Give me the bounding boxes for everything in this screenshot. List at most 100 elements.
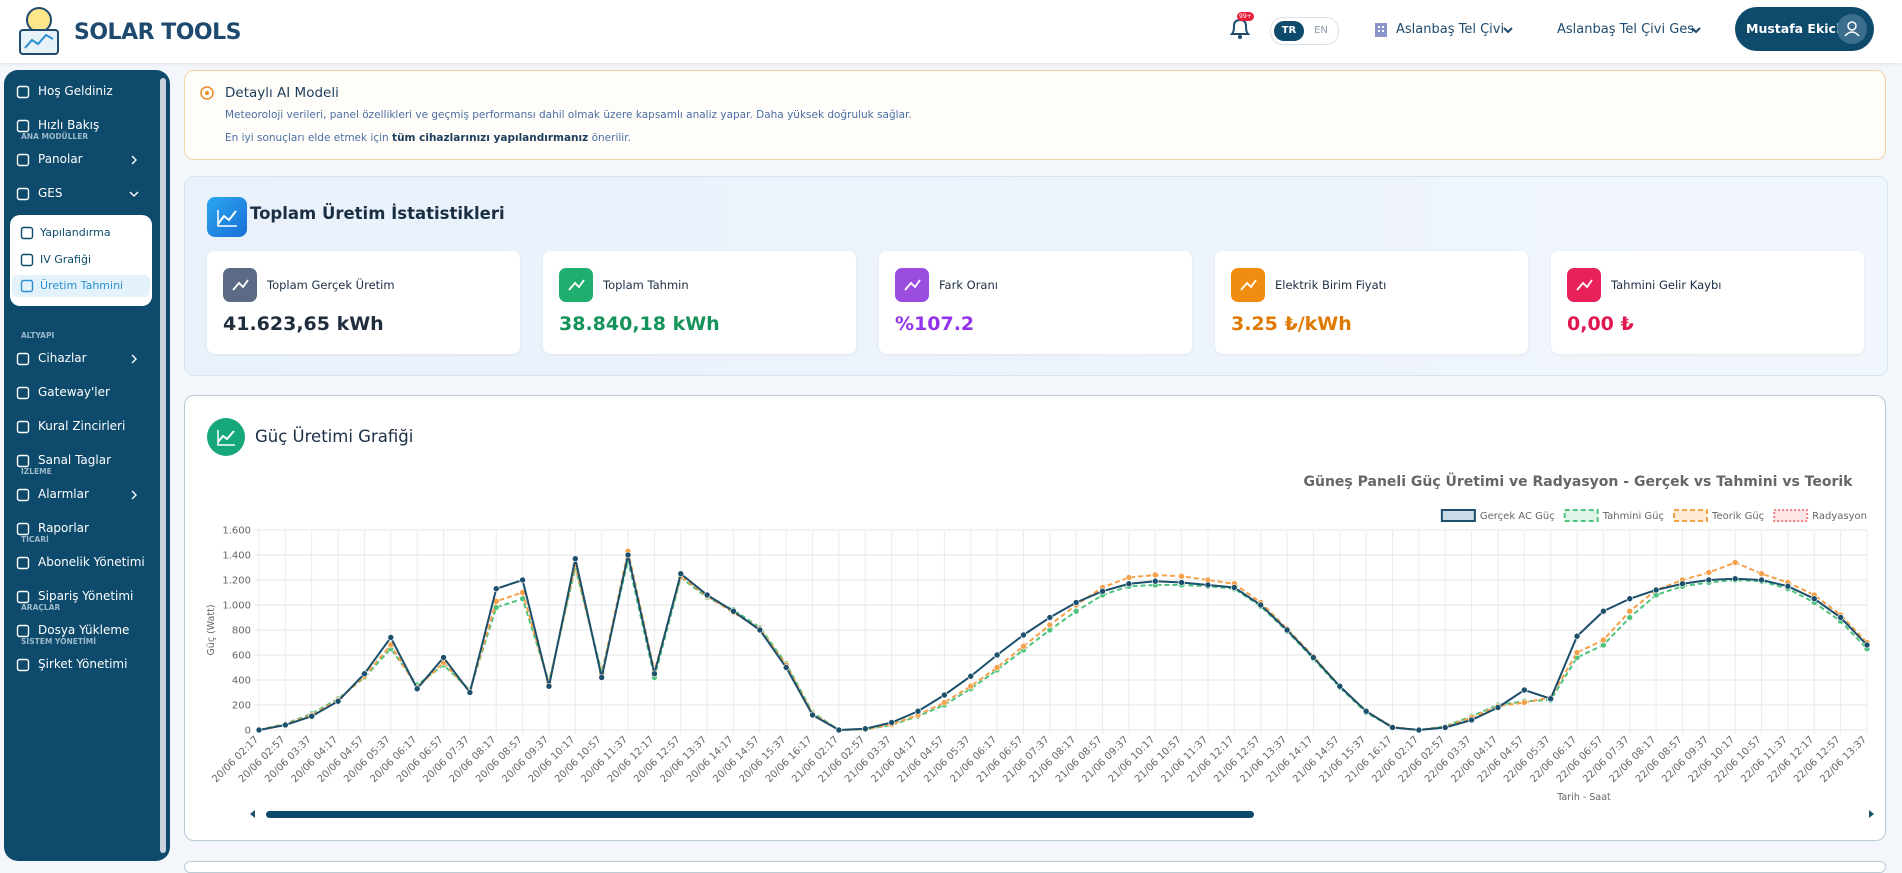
data-point bbox=[1204, 581, 1212, 589]
stat-card: Elektrik Birim Fiyatı 3.25 ₺/kWh bbox=[1215, 251, 1528, 354]
submenu-item[interactable]: Üretim Tahmini bbox=[40, 279, 124, 292]
data-point bbox=[387, 634, 395, 641]
stat-card: Toplam Gerçek Üretim 41.623,65 kWh bbox=[207, 251, 520, 354]
menu-item[interactable]: Sanal Taglar bbox=[38, 453, 112, 467]
stat-label: Toplam Gerçek Üretim bbox=[267, 278, 395, 292]
data-point bbox=[1020, 631, 1027, 639]
menu-item[interactable]: Şirket Yönetimi bbox=[38, 657, 128, 671]
icon-shape bbox=[16, 420, 30, 434]
menu-item[interactable]: Gateway'ler bbox=[38, 385, 110, 399]
language-toggle[interactable]: TR EN bbox=[1270, 17, 1339, 45]
chart-card: Güç Üretimi Grafiği 0 200 400 600 800 1.000 1.… bbox=[184, 395, 1886, 841]
chevron bbox=[1691, 27, 1701, 34]
user-menu[interactable]: Mustafa Ekici bbox=[1735, 7, 1874, 51]
data-point bbox=[572, 555, 579, 563]
data-point bbox=[1810, 595, 1818, 603]
scroll-right bbox=[1869, 810, 1874, 818]
menu-item[interactable]: Raporlar bbox=[38, 521, 89, 535]
data-point bbox=[1652, 586, 1660, 594]
menu-icon bbox=[16, 658, 30, 672]
data-point bbox=[255, 726, 263, 734]
menu-item[interactable]: Hızlı Bakış bbox=[38, 118, 100, 132]
menu-item[interactable]: Sipariş Yönetimi bbox=[38, 589, 134, 603]
menu-icon bbox=[16, 590, 30, 604]
chart-title: Güneş Paneli Güç Üretimi ve Radyasyon - … bbox=[1303, 472, 1853, 490]
active-item bbox=[12, 275, 150, 297]
legend: Gerçek AC Güç Tahmini Güç Teorik Güç Radyas… bbox=[1440, 509, 1867, 522]
stats-icon bbox=[207, 197, 247, 237]
data-point bbox=[1072, 599, 1080, 606]
x-tick-label: 22/06 13:37 bbox=[1818, 734, 1869, 785]
data-point bbox=[993, 664, 1001, 671]
data-point bbox=[1731, 559, 1739, 566]
legend-label[interactable]: Tahmini Güç bbox=[1602, 511, 1664, 522]
data-point bbox=[624, 551, 632, 559]
legend-label[interactable]: Teorik Güç bbox=[1711, 511, 1764, 522]
menu-icon bbox=[16, 556, 30, 570]
data-point bbox=[1125, 574, 1133, 581]
scroll-thumb bbox=[266, 811, 1254, 818]
stat-value: 0,00 ₺ bbox=[1567, 313, 1634, 335]
menu-item[interactable]: Dosya Yükleme bbox=[38, 623, 130, 637]
menu-item[interactable]: Kural Zincirleri bbox=[38, 419, 126, 433]
data-point bbox=[835, 726, 843, 734]
icon-shape bbox=[20, 279, 34, 293]
data-point bbox=[967, 682, 975, 690]
submenu-item[interactable]: IV Grafiği bbox=[40, 252, 92, 266]
menu-icon bbox=[16, 119, 30, 133]
data-point bbox=[1125, 580, 1133, 588]
menu-icon bbox=[16, 488, 30, 502]
menu-item[interactable]: Hoş Geldiniz bbox=[38, 84, 113, 98]
icon-shape bbox=[16, 454, 30, 468]
menu-item[interactable]: Alarmlar bbox=[38, 487, 89, 501]
menu-icon bbox=[16, 420, 30, 434]
legend-label[interactable]: Radyasyon bbox=[1812, 511, 1867, 522]
menu-item[interactable]: GES bbox=[38, 186, 63, 200]
lang-tr[interactable]: TR bbox=[1274, 21, 1304, 41]
data-point bbox=[782, 664, 790, 671]
lang-en[interactable]: EN bbox=[1314, 25, 1328, 36]
data-point bbox=[1521, 686, 1528, 694]
data-point bbox=[1468, 716, 1475, 724]
menu-heading: İZLEME bbox=[21, 467, 52, 476]
brand: SOLAR TOOLS bbox=[74, 20, 241, 45]
data-point bbox=[914, 707, 922, 715]
menu-item[interactable]: Panolar bbox=[38, 152, 83, 166]
icon-shape bbox=[16, 352, 30, 366]
y-tick-label: 0 bbox=[245, 726, 251, 737]
series-line bbox=[258, 551, 1868, 732]
data-point bbox=[1415, 726, 1423, 734]
x-axis-label: Tarih - Saat bbox=[1556, 792, 1611, 803]
chevron-path bbox=[131, 490, 137, 500]
data-point bbox=[1731, 575, 1739, 583]
icon-shape bbox=[16, 119, 30, 133]
data-point bbox=[413, 685, 421, 693]
data-point bbox=[1283, 626, 1291, 634]
company-select[interactable]: Aslanbaş Tel Çivi bbox=[1396, 22, 1505, 37]
menu-heading: ALTYAPI bbox=[21, 331, 55, 340]
stat-icon-glyph bbox=[568, 279, 585, 291]
data-point bbox=[651, 670, 658, 678]
plant-select[interactable]: Aslanbaş Tel Çivi Ges bbox=[1557, 22, 1695, 37]
y-tick-label: 1.000 bbox=[222, 601, 251, 612]
stat-icon bbox=[895, 268, 929, 302]
submenu-item[interactable]: Yapılandırma bbox=[40, 226, 111, 239]
stat-icon bbox=[1231, 268, 1265, 302]
y-tick-label: 800 bbox=[232, 626, 251, 637]
data-point bbox=[1441, 724, 1449, 731]
data-point bbox=[361, 670, 368, 678]
data-point bbox=[1573, 649, 1581, 656]
data-point bbox=[545, 682, 553, 690]
icon-shape bbox=[16, 658, 30, 672]
legend-label[interactable]: Gerçek AC Güç bbox=[1480, 511, 1555, 522]
next-card bbox=[184, 861, 1886, 873]
stat-label: Elektrik Birim Fiyatı bbox=[1275, 278, 1387, 292]
data-point bbox=[861, 725, 869, 733]
data-point bbox=[1257, 601, 1265, 609]
hint-text: En iyi sonuçları elde etmek için bbox=[225, 132, 393, 144]
menu-item[interactable]: Cihazlar bbox=[38, 351, 87, 365]
info-box: Detaylı AI Modeli Meteoroloji verileri, … bbox=[184, 70, 1886, 160]
info-icon bbox=[200, 86, 214, 100]
menu-item[interactable]: Abonelik Yönetimi bbox=[38, 555, 145, 569]
